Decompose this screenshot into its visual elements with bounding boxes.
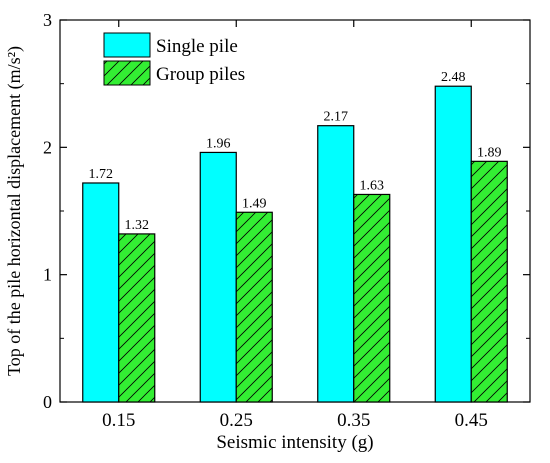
bar-group-piles	[235, 211, 273, 403]
legend-label-single-pile: Single pile	[156, 36, 238, 57]
bar-group-piles	[470, 160, 508, 403]
x-axis: 0.15 0.25 0.35 0.45	[102, 20, 488, 431]
bar-single-pile	[317, 125, 355, 403]
legend: Single pile Group piles	[103, 32, 245, 86]
bars	[82, 85, 508, 403]
x-category-label: 0.15	[102, 410, 135, 431]
legend-swatch-single-pile	[103, 32, 151, 58]
y-tick-label: 2	[43, 137, 52, 157]
bar-value-label: 1.96	[206, 136, 231, 151]
legend-label-group-piles: Group piles	[156, 64, 245, 85]
x-axis-title: Seismic intensity (g)	[216, 432, 373, 453]
x-category-label: 0.35	[337, 410, 370, 431]
bar-value-label: 1.32	[125, 218, 150, 233]
y-tick-label: 1	[43, 265, 52, 285]
bar-single-pile	[199, 151, 237, 403]
bar-value-label: 1.89	[477, 145, 502, 160]
bar-value-label: 2.48	[441, 70, 466, 85]
bar-value-label: 1.63	[360, 178, 385, 193]
bar-group-piles	[353, 193, 391, 403]
value-labels: 1.72 1.32 1.96 1.49 2.17 1.63 2.48 1.89	[89, 70, 502, 233]
y-axis: 0 1 2 3	[43, 10, 530, 412]
y-axis-title: Top of the pile horizontal displacement …	[4, 46, 25, 376]
bar-value-label: 1.72	[89, 167, 114, 182]
bar-single-pile	[434, 85, 472, 403]
y-tick-label: 0	[43, 392, 52, 412]
y-tick-label: 3	[43, 10, 52, 30]
x-category-label: 0.45	[455, 410, 488, 431]
x-category-label: 0.25	[220, 410, 253, 431]
bar-group-piles	[118, 233, 156, 403]
bar-value-label: 1.49	[242, 196, 267, 211]
bar-single-pile	[82, 182, 120, 403]
bar-value-label: 2.17	[324, 110, 349, 125]
legend-swatch-group-piles	[103, 60, 151, 86]
